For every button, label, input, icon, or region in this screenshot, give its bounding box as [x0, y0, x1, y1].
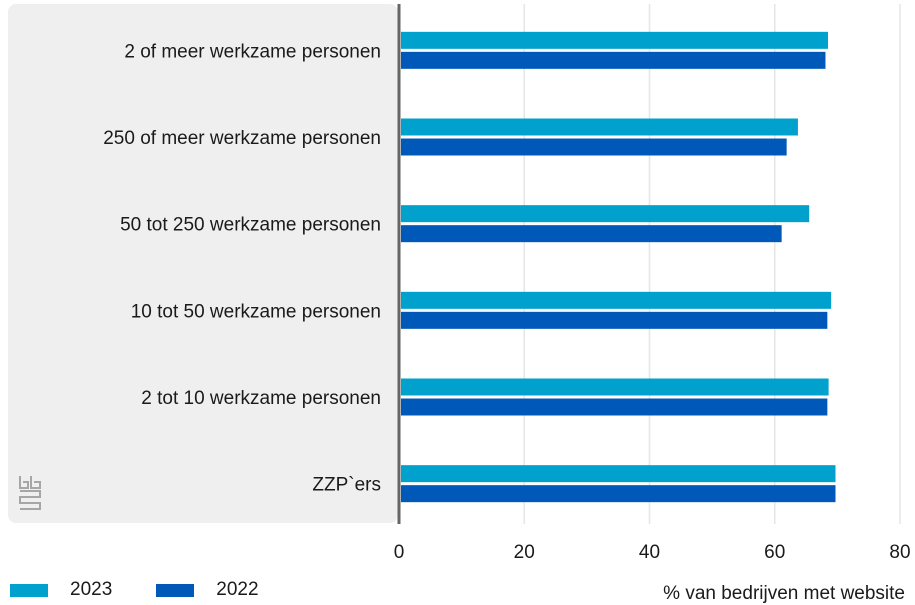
category-label: 250 of meer werkzame personen: [103, 128, 381, 149]
bar-2022: [401, 311, 828, 329]
legend-label-2022: 2022: [216, 579, 259, 600]
x-tick-labels: 0 20 40 60 80: [394, 542, 911, 563]
bar-2023: [401, 465, 836, 483]
gridlines: [523, 4, 901, 524]
x-tick-label: 0: [394, 542, 405, 563]
legend-swatch-2022: [156, 583, 195, 597]
category-label: ZZP`ers: [312, 475, 381, 496]
x-axis-title: % van bedrijven met website: [663, 583, 905, 604]
bar-2022: [401, 138, 787, 156]
x-tick-label: 40: [639, 542, 660, 563]
bar-2022: [401, 51, 826, 69]
x-tick-label: 80: [889, 542, 910, 563]
category-label: 50 tot 250 werkzame personen: [120, 215, 381, 236]
bar-2023: [401, 291, 832, 309]
category-label-panel: [8, 4, 398, 523]
bar-2023: [401, 205, 810, 223]
bar-2023: [401, 378, 829, 396]
legend-label-2023: 2023: [70, 579, 113, 600]
legend-item-2023: 2023: [10, 579, 112, 601]
category-label: 10 tot 50 werkzame personen: [131, 301, 381, 322]
cbs-logo-icon: [17, 474, 43, 523]
bar-2023: [401, 31, 828, 49]
bar-2022: [401, 485, 836, 503]
category-label: 2 of meer werkzame personen: [124, 41, 381, 62]
legend: 2023 2022: [10, 578, 259, 602]
x-tick-label: 60: [764, 542, 785, 563]
category-label: 2 tot 10 werkzame personen: [141, 388, 381, 409]
bar-2022: [401, 225, 782, 243]
legend-item-2022: 2022: [156, 579, 259, 601]
bar-2022: [401, 398, 828, 416]
x-tick-label: 20: [514, 542, 535, 563]
category-labels: 2 of meer werkzame personen 250 of meer w…: [103, 41, 381, 495]
bars: [401, 31, 836, 503]
bar-2023: [401, 118, 798, 136]
legend-swatch-2023: [10, 583, 48, 597]
